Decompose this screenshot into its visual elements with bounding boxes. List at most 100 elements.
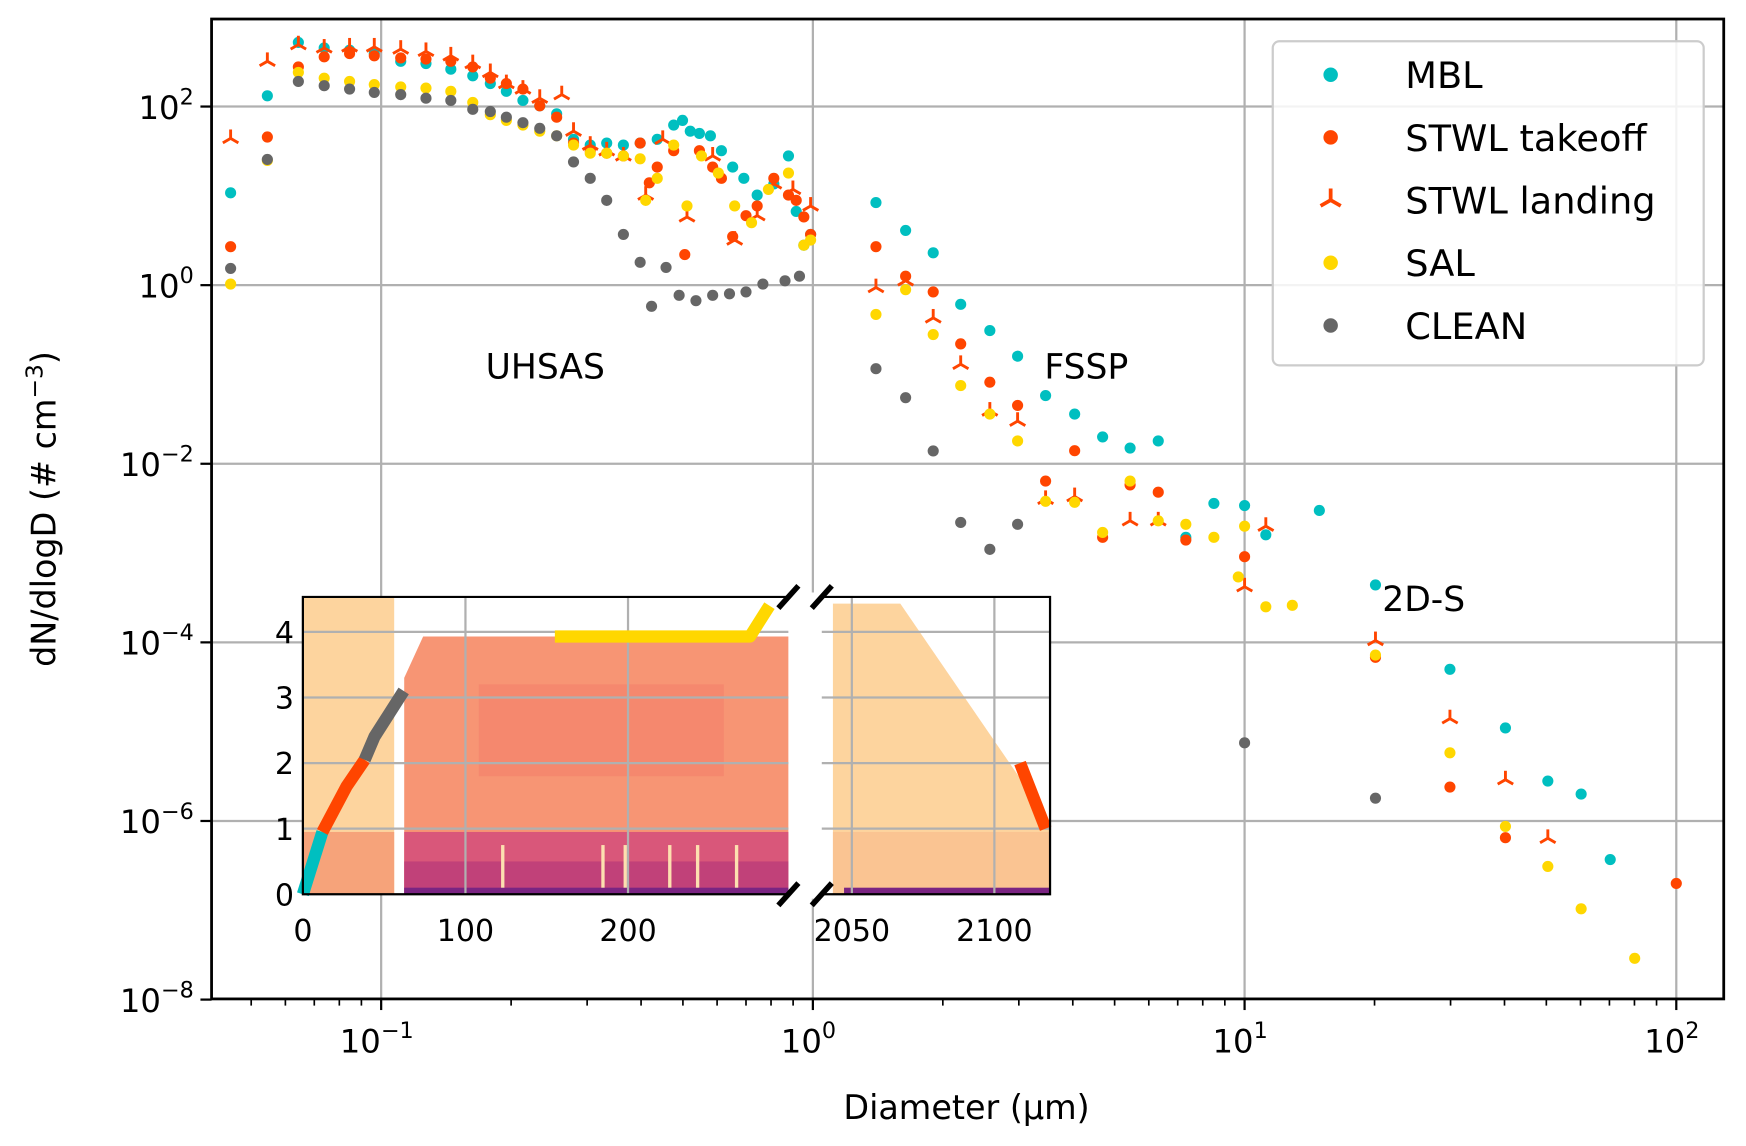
tri-stroke (792, 188, 802, 196)
data-point (681, 200, 693, 212)
tri-stroke (489, 71, 499, 79)
data-point (531, 89, 549, 104)
data-point (392, 40, 410, 55)
data-point (497, 74, 515, 90)
heatmap-gap-streak (668, 845, 672, 888)
data-point (368, 50, 380, 62)
data-point (445, 85, 457, 97)
data-point (779, 275, 791, 287)
data-point (1152, 515, 1164, 527)
data-point (668, 139, 680, 151)
data-point (645, 300, 658, 312)
tri-stroke (1496, 778, 1507, 786)
axis-break-mark (776, 881, 801, 908)
x-tick-base: 10 (1644, 1022, 1685, 1060)
data-point (793, 270, 806, 282)
data-point (258, 52, 276, 68)
tri-stroke (1243, 585, 1254, 593)
heatmap-right-block (832, 603, 1051, 895)
data-point (751, 189, 763, 201)
data-point (1069, 445, 1081, 457)
y-tick-exponent: 0 (180, 263, 194, 289)
tri-stroke (373, 45, 383, 53)
data-point (1444, 781, 1456, 793)
y-tick-base: 10 (120, 625, 161, 663)
data-point (927, 445, 939, 457)
data-point (924, 308, 942, 324)
data-point (790, 194, 802, 206)
data-point (581, 136, 599, 151)
data-point (900, 284, 912, 296)
data-point (955, 380, 967, 392)
data-point (690, 295, 702, 307)
data-point (1496, 770, 1514, 786)
tri-stroke (539, 96, 549, 104)
data-point (1575, 903, 1587, 915)
tri-stroke (1329, 198, 1342, 208)
data-point (417, 42, 435, 58)
data-point (1180, 534, 1192, 546)
data-point (870, 197, 882, 209)
heatmap-gap-streak (734, 845, 739, 888)
tri-stroke (589, 143, 599, 151)
data-point (1239, 500, 1251, 512)
tri-stroke (1129, 519, 1139, 527)
data-point (634, 137, 646, 149)
legend-marker (1323, 130, 1338, 145)
tri-stroke (875, 286, 885, 294)
data-point (955, 338, 967, 350)
flight-track-stwl-takeoff (316, 756, 370, 835)
data-point (553, 85, 571, 101)
data-point (1040, 495, 1052, 507)
data-point (673, 289, 685, 301)
tri-stroke (924, 316, 934, 324)
data-point (292, 66, 304, 78)
data-point (1542, 860, 1554, 872)
data-point (1239, 737, 1251, 749)
data-point (984, 376, 996, 388)
data-point (481, 63, 499, 79)
data-point (1012, 518, 1024, 530)
legend: MBL STWL takeoff STWL landing SAL CLEAN (1271, 40, 1705, 367)
annotation-uhsas: UHSAS (486, 348, 605, 388)
y-tick-label: 10−2 (120, 442, 194, 484)
data-point (707, 289, 719, 301)
x-tick-exponent: 0 (822, 1018, 836, 1044)
data-point (1239, 520, 1251, 532)
flight-track-sal (554, 602, 775, 643)
data-point (782, 150, 795, 162)
data-point (225, 262, 237, 274)
inset-y-tick-label: 0 (275, 878, 294, 913)
legend-label: SAL (1405, 242, 1475, 285)
inset-x-tick-label: 2100 (956, 914, 1032, 949)
data-point (745, 217, 758, 229)
data-point (517, 94, 529, 107)
inset-x-tick-label: 100 (437, 914, 494, 949)
data-point (704, 147, 722, 162)
annotation-2d-s: 2D-S (1382, 580, 1465, 620)
data-point (420, 53, 432, 65)
data-point (464, 54, 482, 70)
data-point (1124, 475, 1136, 487)
tri-stroke (784, 188, 794, 196)
data-point (467, 70, 479, 82)
data-point (222, 129, 240, 145)
data-point (517, 117, 529, 129)
data-point (1152, 435, 1164, 447)
data-point (1208, 531, 1220, 543)
data-point (565, 122, 583, 137)
data-point (727, 161, 739, 173)
x-tick-exponent: −1 (381, 1018, 414, 1044)
y-tick-base: 10 (139, 267, 180, 305)
data-point (1629, 952, 1641, 964)
data-point (584, 147, 596, 159)
data-point (1542, 775, 1554, 787)
data-point (584, 172, 596, 184)
data-point (695, 150, 708, 162)
tri-stroke (959, 363, 970, 370)
tri-stroke (1319, 198, 1332, 208)
tri-stroke (348, 45, 359, 53)
heatmap-gap-streak (623, 845, 627, 888)
tri-stroke (472, 62, 482, 70)
data-point (1260, 601, 1272, 613)
